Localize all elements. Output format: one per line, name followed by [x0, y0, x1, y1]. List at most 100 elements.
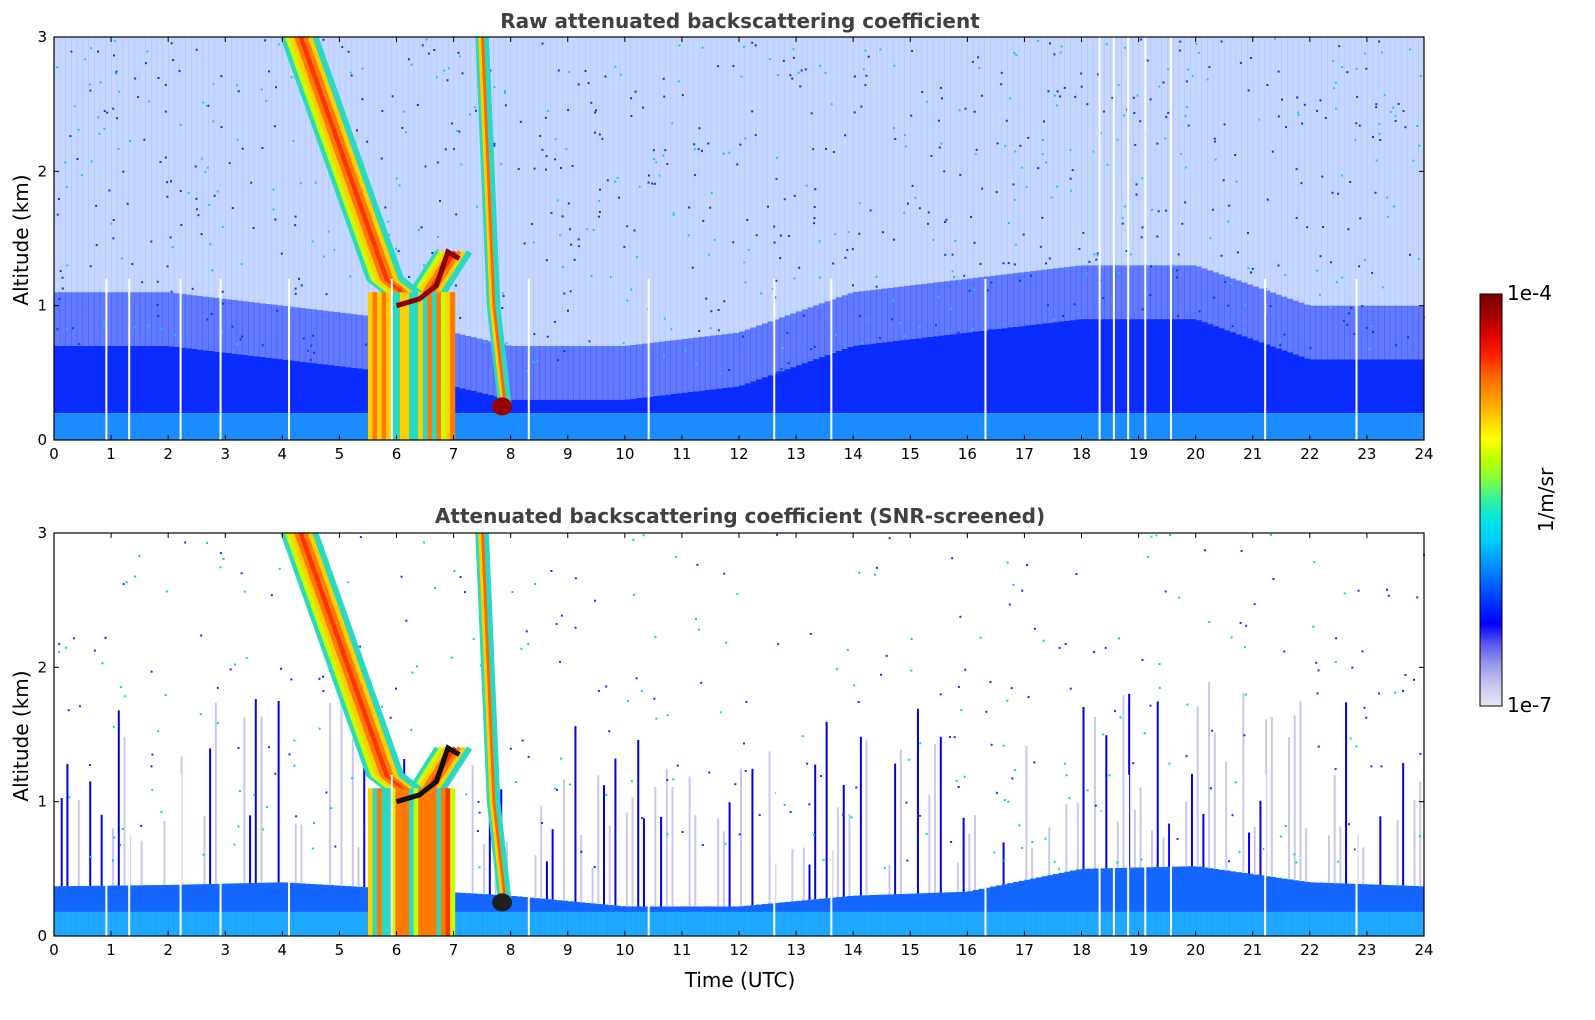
noise-speckle [751, 41, 754, 44]
noise-streak [591, 867, 594, 904]
noise-speckle [73, 105, 76, 108]
noise-speckle [228, 162, 231, 165]
noise-speckle [1331, 191, 1334, 194]
noise-speckle [199, 713, 202, 716]
noise-speckle [453, 148, 456, 151]
noise-speckle [674, 555, 677, 558]
noise-speckle [623, 245, 626, 248]
boundary-layer [322, 364, 329, 414]
noise-speckle [654, 636, 657, 639]
noise-speckle [294, 292, 297, 295]
noise-speckle [294, 215, 297, 218]
noise-speckle [638, 185, 641, 188]
noise-speckle [474, 109, 477, 112]
screened-layer [179, 884, 186, 936]
noise-speckle [906, 859, 909, 862]
near-surface-layer [1212, 413, 1219, 440]
near-surface-layer [510, 413, 517, 440]
transition-region [847, 293, 854, 347]
noise-speckle [1124, 205, 1127, 208]
noise-speckle [732, 65, 735, 68]
boundary-layer [761, 377, 769, 414]
near-surface-layer [1127, 413, 1134, 440]
screened-layer [1092, 868, 1100, 936]
noise-speckle [677, 80, 680, 83]
noise-speckle [463, 591, 466, 594]
speckle-region [841, 37, 848, 296]
noise-streak [671, 787, 674, 907]
noise-speckle [1251, 267, 1254, 270]
speckle-region [1035, 37, 1043, 271]
noise-speckle [202, 101, 205, 104]
noise-speckle [907, 758, 910, 761]
noise-speckle [1069, 687, 1072, 690]
screened-layer [1406, 885, 1414, 936]
speckle-region [1104, 37, 1111, 266]
noise-speckle [861, 341, 864, 344]
screened-layer [1292, 880, 1299, 936]
noise-speckle [1332, 60, 1335, 63]
noise-speckle [1370, 325, 1373, 328]
precipitation-column [367, 788, 374, 936]
near-surface-layer [579, 413, 586, 440]
noise-speckle [221, 225, 224, 228]
transition-region [522, 345, 529, 400]
near-surface-layer [1298, 413, 1305, 440]
noise-speckle [1359, 217, 1362, 220]
noise-streak [1270, 717, 1273, 878]
noise-speckle [195, 197, 198, 200]
near-surface-layer [938, 413, 945, 440]
noise-speckle [527, 642, 530, 645]
screened-layer [253, 882, 260, 936]
noise-speckle [881, 231, 884, 234]
transition-region [1304, 304, 1311, 359]
noise-speckle [1044, 262, 1047, 265]
boundary-layer [727, 387, 734, 414]
noise-speckle [893, 64, 896, 67]
speckle-region [1269, 37, 1277, 293]
noise-speckle [103, 127, 106, 130]
screened-layer [196, 884, 203, 936]
noise-speckle [446, 79, 449, 82]
noise-speckle [67, 709, 70, 712]
noise-speckle [825, 147, 828, 150]
noise-speckle [1253, 603, 1256, 606]
screened-layer [1309, 882, 1317, 936]
screened-layer [265, 882, 272, 936]
noise-speckle [1198, 310, 1201, 313]
noise-speckle [1266, 198, 1269, 201]
noise-speckle [460, 163, 463, 166]
screened-layer [1201, 867, 1208, 936]
noise-speckle [160, 811, 163, 814]
near-surface-layer [1150, 911, 1157, 936]
boundary-layer [173, 346, 181, 414]
near-surface-layer [995, 911, 1003, 936]
noise-speckle [1121, 217, 1124, 220]
noise-speckle [241, 147, 244, 150]
data-gap [390, 774, 393, 936]
noise-speckle [405, 131, 408, 134]
noise-speckle [779, 234, 782, 237]
noise-speckle [274, 772, 277, 775]
boundary-layer [316, 363, 323, 414]
transition-region [293, 307, 300, 362]
noise-speckle [1172, 264, 1175, 267]
noise-speckle [1378, 40, 1381, 43]
noise-speckle [65, 327, 68, 330]
near-surface-layer [1081, 413, 1088, 440]
noise-streak [934, 743, 937, 893]
noise-speckle [265, 99, 268, 102]
noise-speckle [240, 572, 243, 575]
boundary-layer [1309, 359, 1317, 414]
noise-speckle [1158, 85, 1161, 88]
boundary-layer [470, 390, 477, 414]
speckle-region [796, 37, 803, 312]
speckle-region [864, 37, 871, 291]
noise-speckle [1184, 115, 1187, 118]
screened-layer [1195, 866, 1202, 936]
noise-speckle [593, 865, 596, 868]
noise-speckle [681, 94, 684, 97]
noise-speckle [867, 55, 870, 58]
speckle-region [76, 37, 84, 293]
near-surface-layer [573, 413, 580, 440]
